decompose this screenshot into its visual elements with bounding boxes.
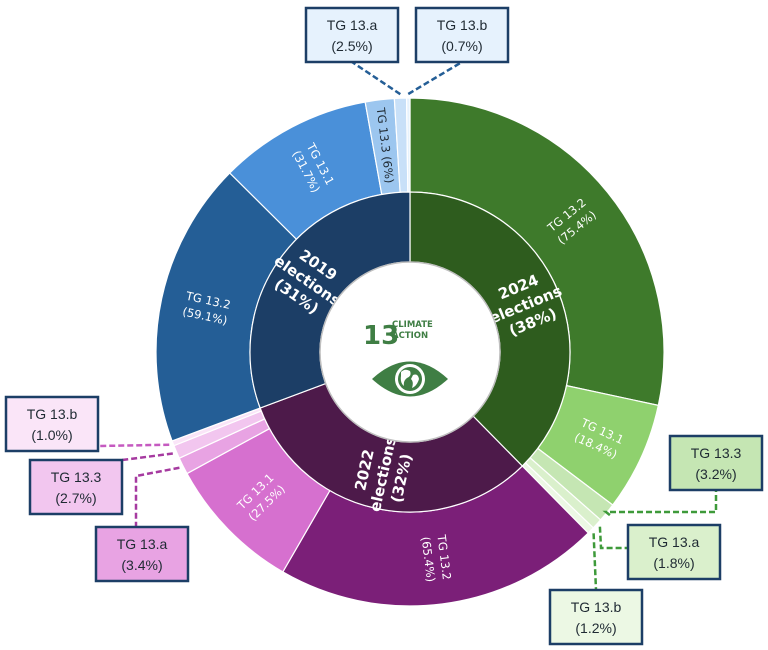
callout-leader-line — [598, 526, 628, 550]
callout-box — [304, 6, 400, 64]
callout-box — [28, 458, 124, 516]
callout-leader-line — [602, 490, 718, 517]
sdg-goal-number: 13 — [363, 321, 399, 351]
callout-leader-line — [592, 533, 598, 591]
callout-e2024-tg-13-a: TG 13.a (1.8%) — [598, 523, 722, 581]
callout-label: TG 13.b — [437, 17, 488, 33]
callout-leader-line — [351, 60, 401, 96]
outer-label-line: TG 13.2 — [434, 533, 454, 581]
callout-value: (1.8%) — [653, 555, 694, 571]
callout-value: (2.7%) — [55, 490, 96, 506]
sdg-goal-title-line1: CLIMATE — [392, 320, 433, 330]
callout-leader-line — [97, 443, 170, 448]
center-badge: 13 CLIMATE ACTION — [319, 261, 501, 443]
callout-label: TG 13.b — [571, 599, 622, 615]
callout-e2019-tg-13-b: TG 13.b (0.7%) — [407, 6, 510, 96]
callout-value: (1.0%) — [31, 427, 72, 443]
sdg-goal-title-line2: ACTION — [392, 331, 428, 341]
callout-label: TG 13.3 — [51, 469, 102, 485]
callout-labels: TG 13.a(2.5%)TG 13.b(0.7%)TG 13.b(1.0%)T… — [4, 6, 764, 646]
callout-label: TG 13.a — [327, 17, 378, 33]
callout-e2022-tg-13-3: TG 13.3 (2.7%) — [28, 452, 173, 516]
callout-label: TG 13.3 — [691, 445, 742, 461]
callout-box — [4, 395, 100, 453]
callout-box — [626, 523, 722, 581]
callout-box — [548, 588, 644, 646]
callout-value: (0.7%) — [441, 38, 482, 54]
center-hole — [319, 261, 501, 443]
callout-label: TG 13.a — [117, 536, 168, 552]
callout-leader-line — [407, 60, 463, 96]
callout-leader-line — [121, 452, 173, 462]
callout-e2022-tg-13-b: TG 13.b (1.0%) — [4, 395, 170, 453]
outer-label-line: (65.4%) — [419, 536, 439, 583]
outer-segment-e2019-tg-13-b — [405, 97, 411, 193]
callout-value: (2.5%) — [331, 38, 372, 54]
callout-e2024-tg-13-3: TG 13.3 (3.2%) — [602, 434, 764, 517]
callout-label: TG 13.b — [27, 406, 78, 422]
callout-box — [414, 6, 510, 64]
callout-e2024-tg-13-b: TG 13.b (1.2%) — [548, 533, 644, 646]
callout-label: TG 13.a — [649, 534, 700, 550]
inner-ring: 2024elections(38%)2022elections(32%)2019… — [249, 191, 571, 513]
callout-e2022-tg-13-a: TG 13.a (3.4%) — [94, 466, 190, 583]
callout-value: (3.2%) — [695, 466, 736, 482]
callout-e2019-tg-13-a: TG 13.a (2.5%) — [304, 6, 401, 96]
eye-globe-icon — [372, 361, 448, 397]
callout-leader-line — [134, 466, 180, 527]
callout-value: (3.4%) — [121, 557, 162, 573]
callout-value: (1.2%) — [575, 620, 616, 636]
outer-label-e2022-tg-13-2: TG 13.2(65.4%) — [419, 533, 454, 583]
callout-box — [668, 434, 764, 492]
callout-box — [94, 525, 190, 583]
